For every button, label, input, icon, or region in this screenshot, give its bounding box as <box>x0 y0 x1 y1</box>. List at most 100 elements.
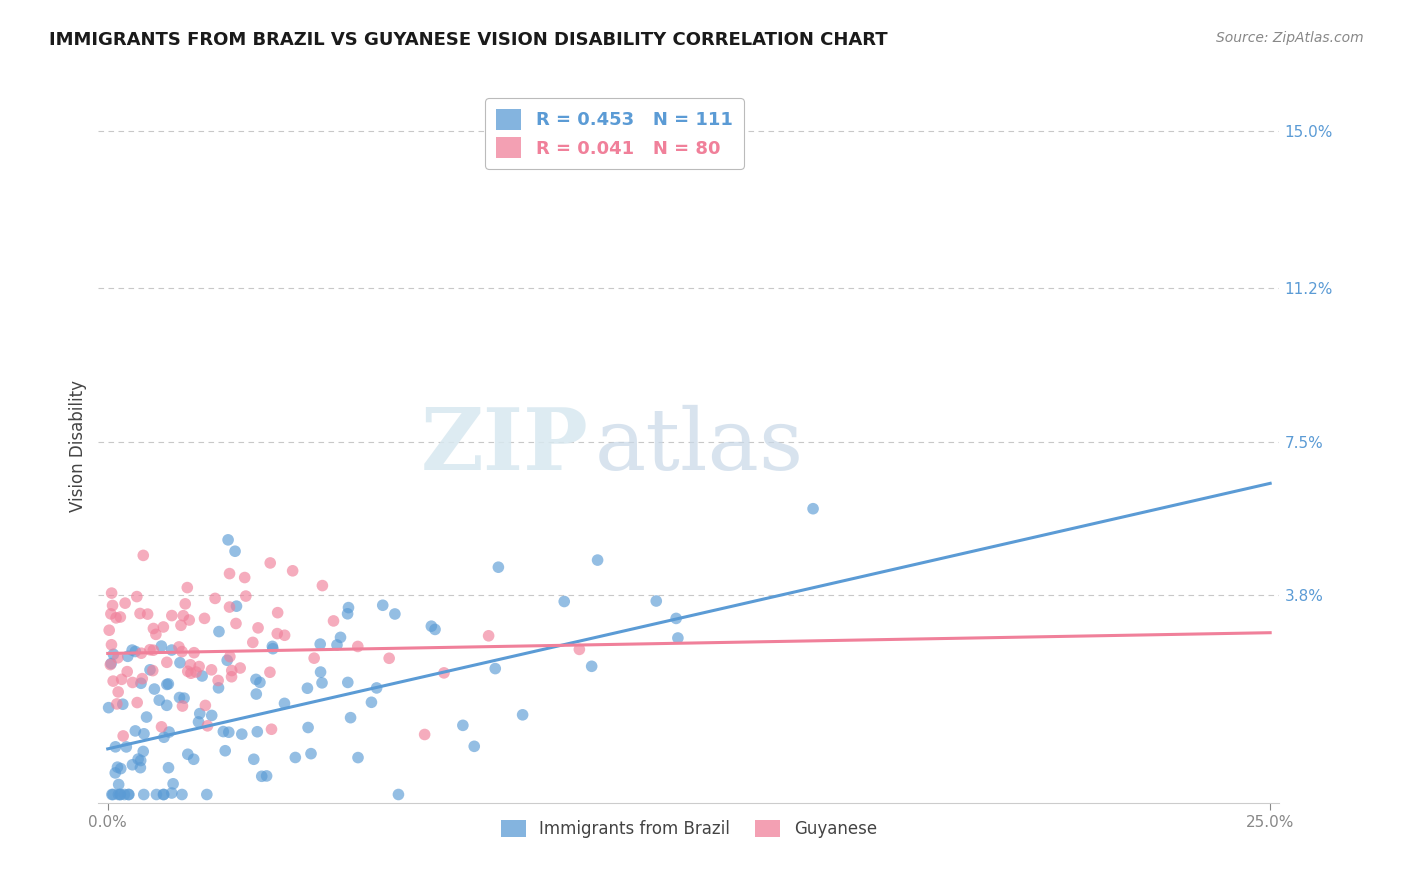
Point <box>204 591 226 606</box>
Point <box>139 642 162 657</box>
Point <box>143 681 166 696</box>
Point <box>225 599 247 614</box>
Point <box>273 628 295 642</box>
Point <box>105 697 128 711</box>
Point <box>184 665 207 679</box>
Point <box>139 663 162 677</box>
Point <box>157 677 180 691</box>
Point <box>250 769 273 783</box>
Point <box>110 788 132 802</box>
Point <box>247 621 270 635</box>
Point <box>170 788 193 802</box>
Point <box>329 631 352 645</box>
Point <box>309 637 332 651</box>
Point <box>121 643 143 657</box>
Point <box>568 642 591 657</box>
Point <box>242 635 264 649</box>
Point <box>142 622 165 636</box>
Point <box>105 611 128 625</box>
Point <box>245 687 267 701</box>
Point <box>463 739 485 754</box>
Point <box>152 620 174 634</box>
Point <box>245 673 267 687</box>
Point <box>208 624 231 639</box>
Point <box>273 697 295 711</box>
Point <box>665 611 688 625</box>
Point <box>212 724 235 739</box>
Point <box>101 674 124 689</box>
Y-axis label: Vision Disability: Vision Disability <box>69 380 87 512</box>
Point <box>360 695 382 709</box>
Point <box>188 659 211 673</box>
Point <box>127 752 149 766</box>
Point <box>262 641 284 656</box>
Point <box>169 690 191 705</box>
Point <box>111 697 134 711</box>
Point <box>235 589 257 603</box>
Point <box>262 640 284 654</box>
Point <box>142 643 165 657</box>
Point <box>110 610 132 624</box>
Point <box>581 659 603 673</box>
Point <box>233 570 256 584</box>
Point <box>110 762 132 776</box>
Point <box>311 676 333 690</box>
Point <box>110 788 132 802</box>
Point <box>111 673 134 687</box>
Point <box>97 700 120 714</box>
Point <box>201 708 224 723</box>
Point <box>242 752 264 766</box>
Point <box>156 656 179 670</box>
Point <box>231 727 253 741</box>
Point <box>124 644 146 658</box>
Point <box>125 590 148 604</box>
Point <box>420 619 443 633</box>
Point <box>162 777 184 791</box>
Point <box>193 611 215 625</box>
Point <box>156 677 179 691</box>
Point <box>174 597 197 611</box>
Point <box>101 788 124 802</box>
Point <box>284 750 307 764</box>
Point <box>451 718 474 732</box>
Point <box>347 750 370 764</box>
Point <box>152 788 174 802</box>
Point <box>183 646 205 660</box>
Point <box>266 626 288 640</box>
Point <box>160 608 183 623</box>
Point <box>553 594 575 608</box>
Point <box>433 665 456 680</box>
Point <box>512 707 534 722</box>
Point <box>103 648 125 662</box>
Point <box>297 721 319 735</box>
Point <box>104 739 127 754</box>
Point <box>98 657 121 672</box>
Point <box>801 501 824 516</box>
Point <box>218 649 240 664</box>
Point <box>179 657 201 672</box>
Point <box>387 788 409 802</box>
Point <box>114 596 136 610</box>
Point <box>145 788 167 802</box>
Point <box>170 645 193 659</box>
Point <box>107 685 129 699</box>
Point <box>121 675 143 690</box>
Point <box>299 747 322 761</box>
Point <box>229 661 252 675</box>
Point <box>170 618 193 632</box>
Point <box>118 788 141 802</box>
Point <box>259 665 281 680</box>
Point <box>124 723 146 738</box>
Point <box>197 719 219 733</box>
Point <box>346 640 368 654</box>
Point <box>217 533 239 547</box>
Point <box>129 607 152 621</box>
Point <box>153 731 176 745</box>
Point <box>115 739 138 754</box>
Text: IMMIGRANTS FROM BRAZIL VS GUYANESE VISION DISABILITY CORRELATION CHART: IMMIGRANTS FROM BRAZIL VS GUYANESE VISIO… <box>49 31 887 49</box>
Point <box>423 623 446 637</box>
Point <box>160 786 183 800</box>
Point <box>218 725 240 739</box>
Point <box>100 638 122 652</box>
Point <box>378 651 401 665</box>
